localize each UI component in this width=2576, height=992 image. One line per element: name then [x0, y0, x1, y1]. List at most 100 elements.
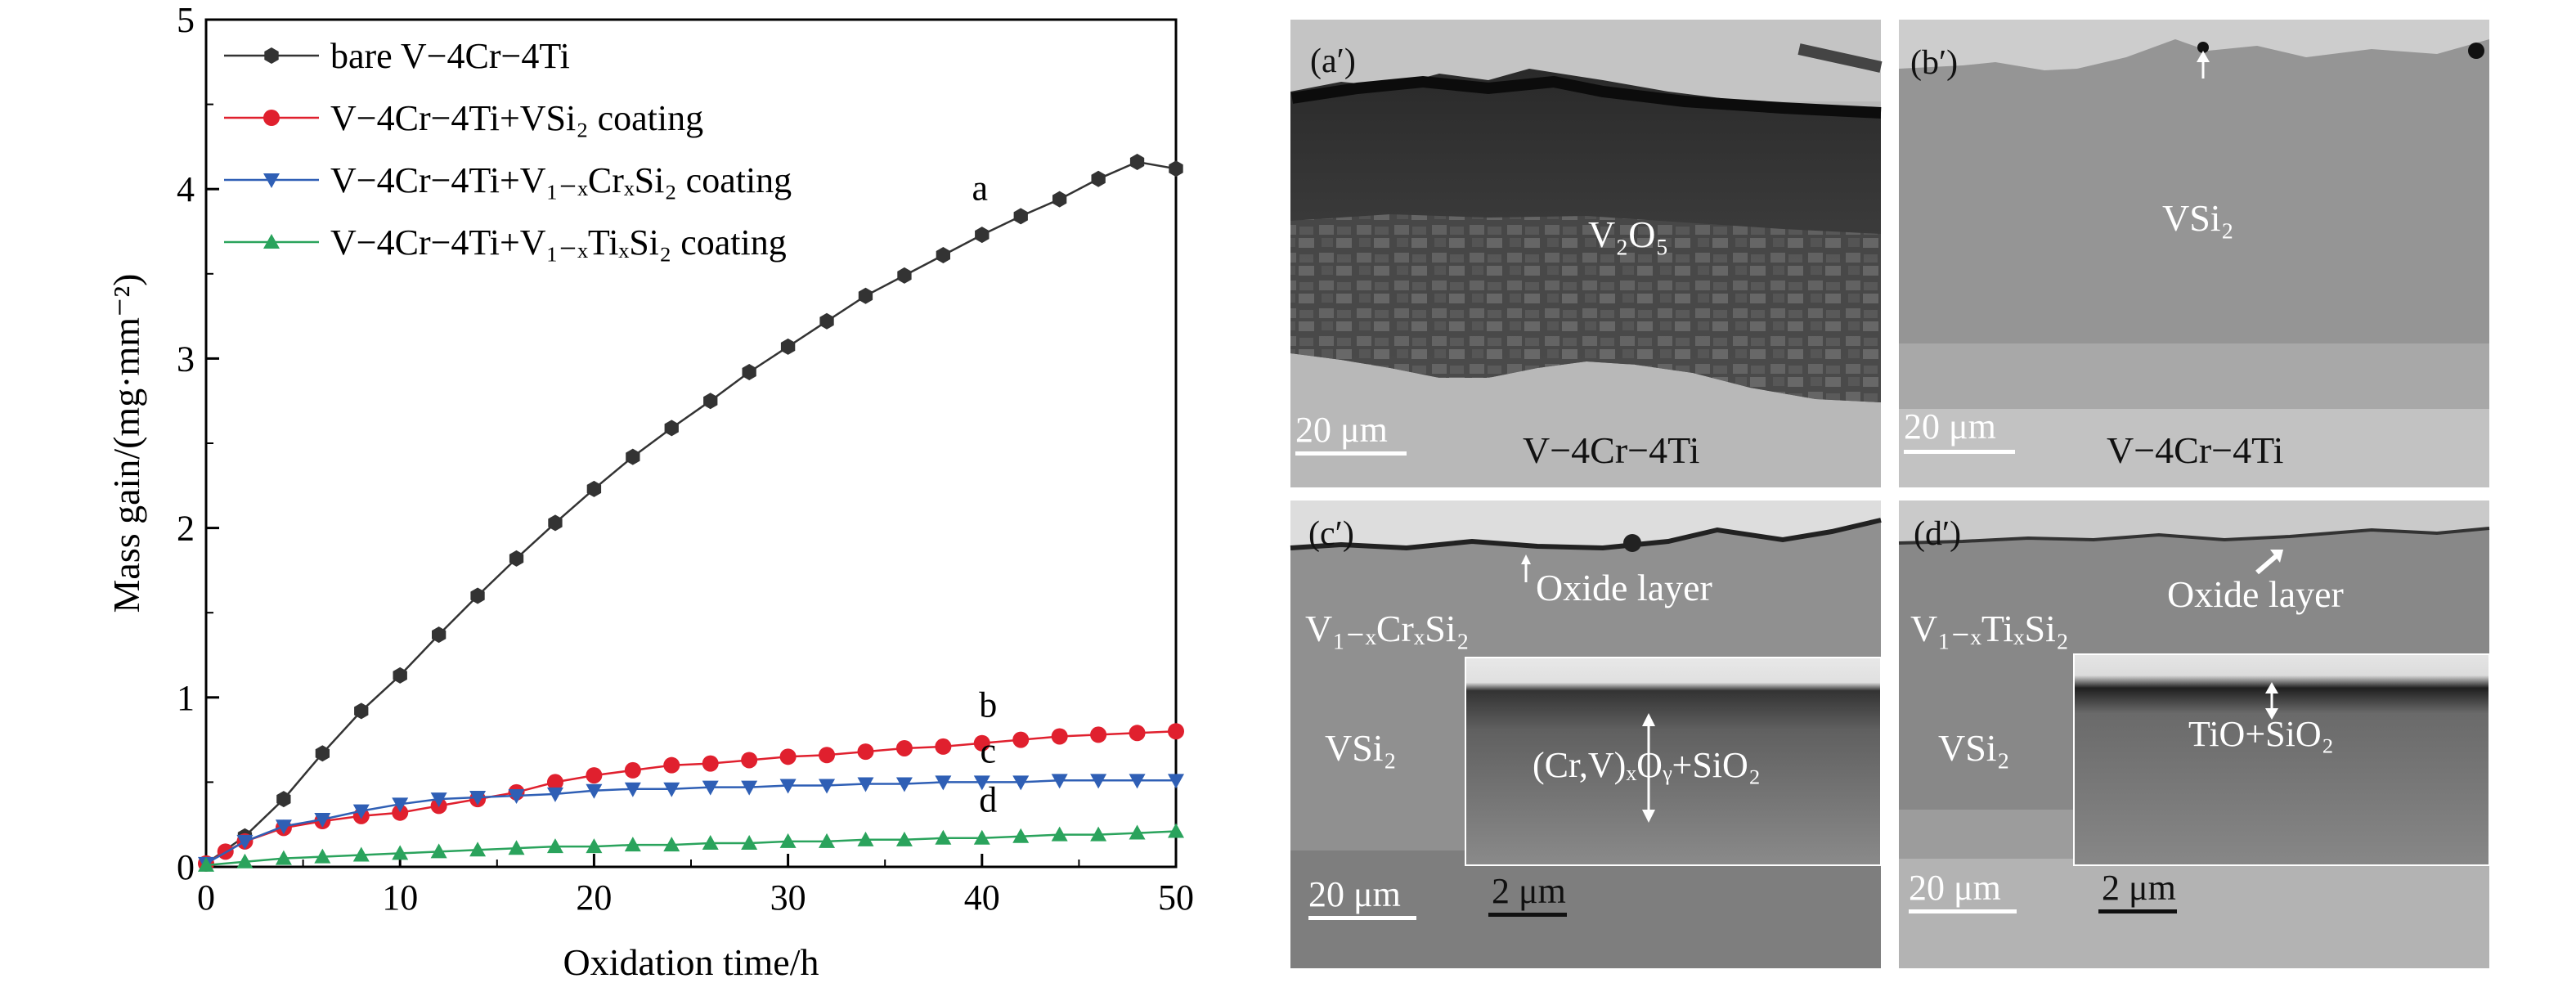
panel-d-scale-bar [1909, 909, 2017, 913]
data-point-c [392, 797, 409, 813]
data-point-d [1168, 823, 1184, 838]
data-point-c [741, 780, 758, 796]
data-point-d [702, 834, 719, 850]
data-point-a [354, 702, 369, 720]
panel-c-label-coating: V₁₋ₓCrₓSi₂ [1305, 608, 1470, 649]
panel-c-label-vsi2: VSi₂ [1325, 727, 1397, 769]
legend-marker [263, 173, 280, 188]
panel-c-inset-label: (Cr,V)ₓOᵧ+SiO₂ [1533, 745, 1761, 785]
data-point-a [742, 364, 756, 380]
data-point-a [586, 480, 602, 497]
micrograph-a: (a′) V₂O₅ V−4Cr−4Ti 20 μm [1290, 20, 1883, 487]
legend: bare V−4Cr−4Ti V−4Cr−4Ti+VSi₂ coating V−4C… [224, 36, 792, 263]
data-point-d [1051, 826, 1068, 842]
data-point-a [315, 745, 330, 762]
series-c [198, 774, 1184, 872]
data-point-c [469, 791, 487, 806]
data-point-a [703, 393, 718, 410]
data-point-b [741, 752, 758, 769]
legend-label: bare V−4Cr−4Ti [330, 36, 570, 76]
y-tick-label: 3 [177, 339, 195, 379]
y-axis-label: Mass gain/(mg·mm⁻²) [105, 274, 147, 613]
data-point-a [897, 267, 912, 284]
panel-a-label: (a′) [1310, 43, 1356, 80]
data-point-a [1052, 191, 1067, 208]
data-point-d [973, 829, 990, 845]
x-tick-label: 10 [382, 878, 418, 918]
data-point-b [1051, 728, 1068, 745]
panel-c-inset-scale-text: 2 μm [1492, 871, 1566, 911]
data-point-c [663, 782, 680, 797]
data-point-c [236, 834, 254, 850]
curve-label-d: d [979, 780, 997, 820]
data-point-d [546, 838, 563, 854]
legend-item-d: V−4Cr−4Ti+V₁₋ₓTiₓSi₂ coating [224, 222, 787, 263]
data-point-b [663, 756, 680, 774]
data-point-d [586, 838, 603, 854]
data-point-c [779, 779, 797, 794]
data-point-a [509, 550, 524, 567]
data-point-c [702, 780, 719, 796]
data-point-b [586, 767, 603, 784]
micrograph-b: (b′) VSi₂ V−4Cr−4Ti 20 μm [1899, 20, 2489, 487]
data-point-c [1090, 774, 1107, 789]
data-point-b [546, 774, 563, 791]
panel-c-label: (c′) [1308, 515, 1354, 553]
data-point-d [508, 840, 525, 855]
legend-marker [263, 234, 280, 249]
data-point-a [470, 587, 485, 604]
data-point-d [779, 833, 797, 848]
panel-a-scale-bar [1295, 451, 1407, 456]
data-point-d [624, 837, 641, 852]
data-point-b [624, 761, 641, 779]
panel-d-oxide-label: Oxide layer [2167, 573, 2344, 615]
data-point-c [935, 775, 952, 791]
panel-a-label-substrate: V−4Cr−4Ti [1523, 429, 1699, 471]
data-point-a [936, 247, 950, 263]
data-point-d [857, 831, 874, 846]
data-point-c [546, 787, 563, 802]
data-point-c [857, 777, 874, 792]
y-tick-label: 2 [177, 509, 195, 549]
data-point-a [626, 448, 640, 465]
data-point-c [508, 788, 525, 804]
panel-d-label-coating: V₁₋ₓTiₓSi₂ [1910, 608, 2069, 649]
data-point-a [1013, 208, 1028, 225]
data-point-c [314, 812, 331, 828]
series-b [198, 723, 1184, 872]
data-point-a [393, 667, 407, 684]
panel-c-inset-scale-bar [1488, 913, 1567, 917]
data-point-a [858, 287, 873, 304]
data-point-c [586, 783, 603, 799]
panel-d-label-vsi2: VSi₂ [1938, 727, 2010, 769]
data-point-c [819, 779, 836, 794]
series-a-line [205, 160, 1177, 864]
panel-c-scale-text: 20 μm [1308, 874, 1401, 914]
legend-label: V−4Cr−4Ti+V₁₋ₓCrₓSi₂ coating [330, 160, 792, 200]
panel-d-label: (d′) [1914, 515, 1961, 553]
micrograph-c: (c′) Oxide layer V₁₋ₓCrₓSi₂ VSi₂ (Cr,V)ₓ… [1290, 500, 1882, 968]
data-point-c [895, 777, 913, 792]
data-point-a [1129, 154, 1145, 170]
data-point-d [663, 837, 680, 852]
data-point-a [1091, 170, 1106, 187]
data-point-d [275, 850, 292, 865]
x-axis-label: Oxidation time/h [563, 941, 819, 983]
x-tick-label: 40 [964, 878, 1000, 918]
panel-d-inset-scale-bar [2098, 909, 2177, 913]
data-point-c [973, 775, 990, 791]
legend-label: V−4Cr−4Ti+V₁₋ₓTiₓSi₂ coating [330, 222, 787, 263]
data-point-b [702, 755, 719, 772]
x-tick-label: 0 [197, 878, 215, 918]
data-point-d [1012, 828, 1030, 843]
data-point-b [857, 743, 874, 761]
micrograph-d: (d′) Oxide layer V₁₋ₓTiₓSi₂ VSi₂ TiO+SiO… [1898, 500, 2490, 968]
panel-b-label-substrate: V−4Cr−4Ti [2107, 429, 2283, 471]
data-point-b [895, 739, 913, 756]
panel-c-scale-bar [1308, 916, 1416, 920]
data-point-a [1169, 160, 1183, 177]
data-point-a [780, 338, 796, 355]
panel-d-scale-text: 20 μm [1909, 868, 2001, 908]
